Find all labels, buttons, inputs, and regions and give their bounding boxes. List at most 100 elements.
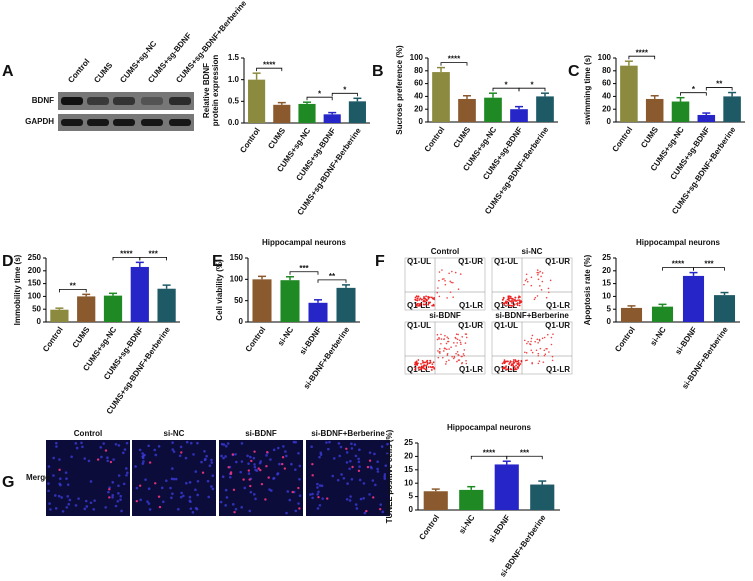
- event-dot: [414, 366, 417, 369]
- event-dot: [537, 352, 540, 355]
- bar: [459, 489, 484, 510]
- y-tick-label: 15: [404, 465, 413, 474]
- event-dot: [530, 337, 533, 340]
- event-dot: [530, 340, 532, 343]
- event-dot: [427, 366, 430, 368]
- nucleus: [357, 457, 360, 461]
- event-dot: [549, 279, 552, 282]
- event-dot: [502, 297, 505, 300]
- tunel-dot: [247, 469, 251, 472]
- nucleus: [200, 460, 203, 464]
- tunel-dot: [231, 453, 235, 456]
- tunel-dot: [109, 460, 113, 464]
- event-dot: [450, 346, 452, 349]
- event-dot: [512, 304, 515, 307]
- tunel-dot: [104, 449, 108, 452]
- nucleus: [179, 495, 183, 499]
- nucleus: [89, 480, 93, 483]
- event-dot: [456, 342, 459, 344]
- nucleus: [384, 464, 388, 467]
- event-dot: [530, 276, 533, 279]
- event-dot: [543, 354, 546, 357]
- nucleus: [66, 495, 70, 498]
- event-dot: [446, 336, 448, 338]
- blot-band: [169, 97, 191, 105]
- x-tick-label: si-NC: [457, 513, 476, 535]
- event-dot: [423, 296, 425, 298]
- x-tick-label: CUMS: [639, 125, 660, 150]
- event-dot: [541, 272, 544, 274]
- event-dot: [461, 355, 463, 358]
- bar-chart: D Immobility time (s) 0 50 100 150 200 250 Contr…: [2, 249, 180, 416]
- nucleus: [319, 453, 323, 456]
- event-dot: [446, 352, 449, 355]
- event-dot: [436, 291, 439, 294]
- event-dot: [416, 303, 419, 305]
- nucleus: [147, 487, 151, 491]
- event-dot: [418, 368, 421, 371]
- significance-label: *: [504, 80, 508, 89]
- nucleus: [180, 491, 183, 495]
- event-dot: [452, 281, 454, 284]
- nucleus: [194, 506, 198, 510]
- event-dot: [439, 352, 441, 354]
- nucleus: [225, 496, 229, 499]
- tunel-dot: [248, 478, 251, 481]
- quadrant-label: Q1-LL: [494, 301, 517, 310]
- significance-label: ***: [704, 260, 714, 269]
- event-dot: [513, 299, 515, 301]
- event-dot: [545, 296, 548, 299]
- event-dot: [540, 289, 543, 291]
- nucleus: [189, 441, 193, 445]
- event-dot: [531, 362, 534, 365]
- bar: [713, 295, 736, 322]
- event-dot: [504, 366, 507, 369]
- tunel-dot: [108, 496, 111, 499]
- nucleus: [144, 478, 147, 481]
- nucleus: [368, 451, 372, 454]
- event-dot: [516, 304, 519, 307]
- event-dot: [541, 280, 544, 283]
- nucleus: [328, 440, 331, 444]
- nucleus: [249, 455, 252, 459]
- event-dot: [425, 365, 428, 367]
- event-dot: [450, 281, 453, 284]
- tunel-dot: [250, 459, 253, 463]
- tunel-dot: [260, 482, 264, 486]
- nucleus: [93, 499, 96, 502]
- nucleus: [194, 488, 197, 492]
- nucleus: [99, 446, 103, 449]
- nucleus: [80, 441, 83, 445]
- nucleus: [331, 474, 335, 478]
- tunel-dot: [345, 447, 348, 450]
- nucleus: [123, 448, 127, 451]
- x-tick-label: si-BDNF: [298, 325, 324, 356]
- nucleus: [134, 465, 137, 468]
- event-dot: [537, 354, 540, 357]
- bar: [248, 79, 266, 123]
- event-dot: [513, 366, 516, 368]
- nucleus: [355, 507, 359, 510]
- tunel-dot: [154, 482, 157, 485]
- tunel-dot: [326, 497, 329, 500]
- significance-label: *: [318, 89, 322, 98]
- nucleus: [119, 494, 123, 498]
- event-dot: [517, 299, 519, 302]
- nucleus: [84, 499, 88, 503]
- y-tick-label: 60: [602, 79, 611, 88]
- nucleus: [100, 455, 103, 459]
- nucleus: [171, 492, 174, 496]
- x-tick-label: Control: [41, 325, 65, 353]
- nucleus: [148, 508, 152, 511]
- y-tick-label: 0: [37, 317, 42, 326]
- event-dot: [550, 343, 553, 346]
- nucleus: [239, 470, 242, 474]
- nucleus: [380, 445, 384, 448]
- x-tick-label: si-NC: [276, 325, 295, 347]
- event-dot: [520, 360, 523, 363]
- tunel-dot: [266, 450, 269, 454]
- event-dot: [536, 269, 539, 271]
- lane-label: CUMS: [92, 60, 114, 84]
- nucleus: [376, 460, 379, 464]
